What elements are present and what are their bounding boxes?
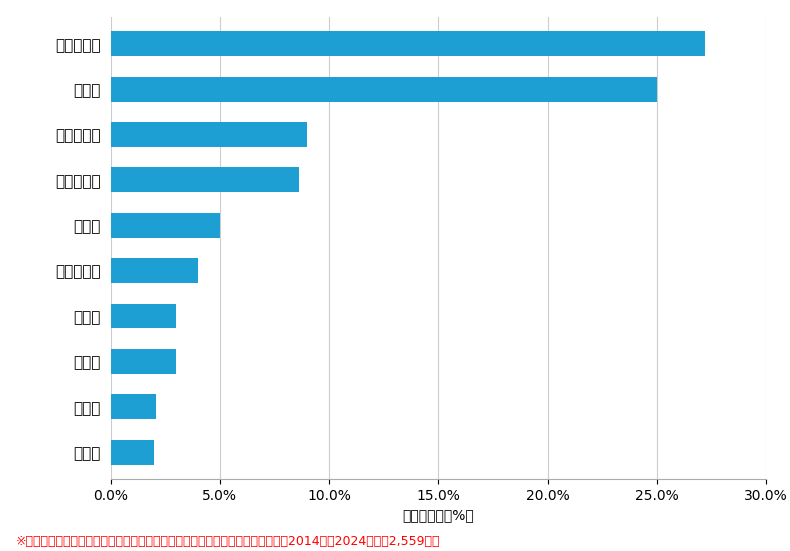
- Bar: [111, 258, 198, 283]
- X-axis label: 件数の割合（%）: 件数の割合（%）: [403, 509, 474, 523]
- Bar: [111, 213, 220, 237]
- Bar: [111, 31, 705, 56]
- Bar: [111, 395, 156, 419]
- Bar: [111, 349, 176, 374]
- Bar: [111, 122, 307, 147]
- Bar: [111, 440, 154, 464]
- Bar: [111, 168, 299, 192]
- Text: ※弊社受付の案件を対象に、受付時に市区町村の回答があったものを集計（期間2014年～2024年、計2,559件）: ※弊社受付の案件を対象に、受付時に市区町村の回答があったものを集計（期間2014…: [16, 535, 440, 548]
- Bar: [111, 304, 176, 328]
- Bar: [111, 77, 657, 101]
